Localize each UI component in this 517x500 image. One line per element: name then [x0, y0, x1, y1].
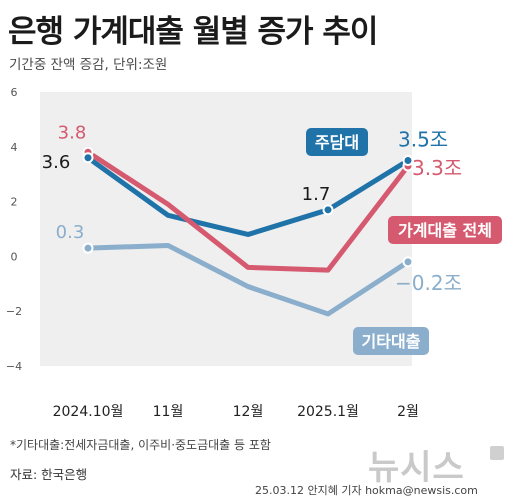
data-label-total-end: 3.3조 [412, 156, 462, 180]
page-title: 은행 가계대출 월별 증가 추이 [8, 14, 378, 50]
series-line-2 [85, 242, 411, 317]
y-tick-label-2: 2 [11, 196, 18, 209]
brand-logo: 뉴시스 [368, 448, 465, 488]
footnote: *기타대출:전세자금대출, 이주비·중도금대출 등 포함 [10, 438, 271, 452]
y-tick-label-4: −2 [6, 305, 22, 318]
legend-label-total: 가계대출 전체 [398, 221, 492, 240]
x-tick-label-2: 12월 [233, 404, 264, 420]
credit-note: 25.03.12 안지혜 기자 hokma@newsis.com [255, 484, 478, 497]
data-label-mortgage-start: 3.6 [42, 152, 71, 173]
legend-label-mortgage: 주담대 [315, 133, 359, 152]
data-point-1-4 [402, 155, 414, 166]
y-tick-label-5: −4 [6, 360, 22, 373]
data-point-1-0 [82, 152, 94, 164]
legend-label-total-box [388, 216, 502, 244]
series-line-0 [85, 149, 411, 273]
y-tick-label-0: 6 [11, 86, 18, 99]
data-label-mortgage-mid: 1.7 [302, 184, 331, 205]
data-point-2-0 [82, 242, 94, 254]
x-tick-label-3: 2025.1월 [297, 404, 359, 420]
data-label-mortgage-end: 3.5조 [398, 128, 448, 152]
y-tick-label-3: 0 [11, 250, 18, 263]
legend-label-other: 기타대출 [362, 332, 421, 351]
source-note: 자료: 한국은행 [10, 467, 88, 482]
x-tick-label-0: 2024.10월 [53, 404, 124, 420]
data-point-1-3 [322, 204, 334, 216]
data-point-2-4 [402, 256, 414, 268]
data-label-other-end: −0.2조 [395, 271, 462, 295]
brand-logo-mark [490, 446, 504, 460]
data-label-other-start: 0.3 [56, 222, 85, 243]
legend-label-other-box [353, 327, 429, 355]
data-label-total-start: 3.8 [58, 122, 87, 143]
x-tick-label-1: 11월 [153, 404, 184, 420]
legend-label-mortgage-box [306, 128, 368, 156]
x-tick-label-4: 2월 [397, 404, 419, 420]
series-line-1 [85, 155, 411, 237]
y-tick-label-1: 4 [11, 141, 18, 154]
page-subtitle: 기간중 잔액 증감, 단위:조원 [9, 57, 168, 73]
